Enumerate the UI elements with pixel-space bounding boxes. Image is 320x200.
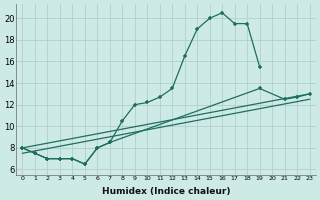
X-axis label: Humidex (Indice chaleur): Humidex (Indice chaleur) <box>102 187 230 196</box>
